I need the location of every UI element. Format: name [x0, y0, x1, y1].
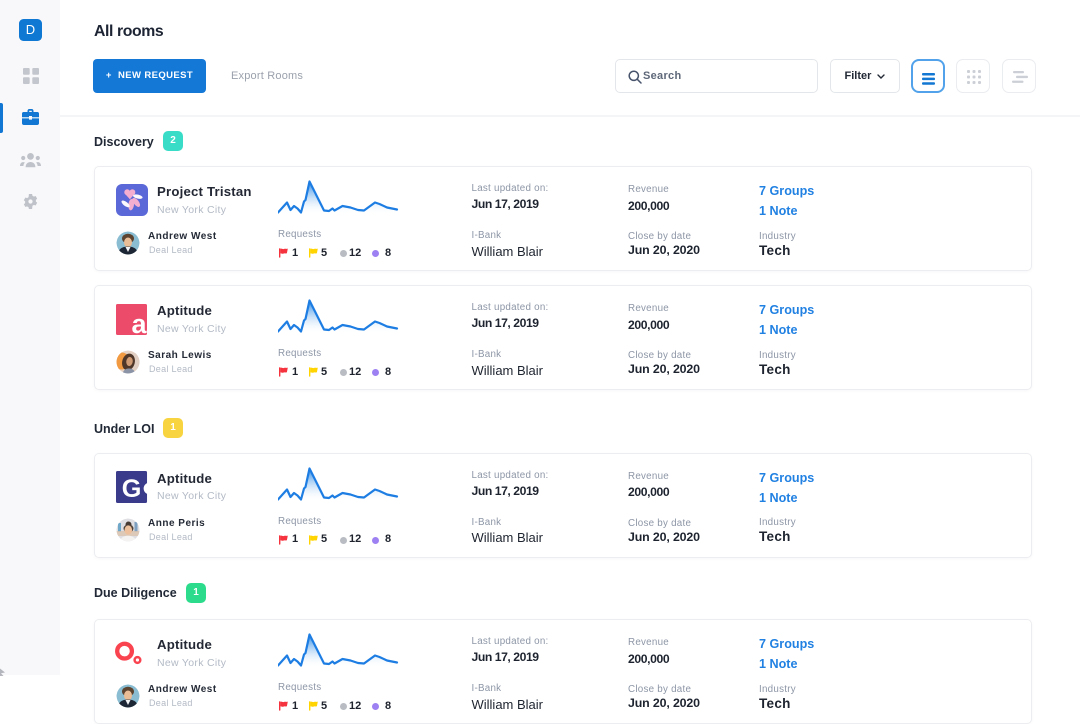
svg-text:a: a [131, 309, 147, 335]
svg-text:G: G [122, 475, 142, 503]
